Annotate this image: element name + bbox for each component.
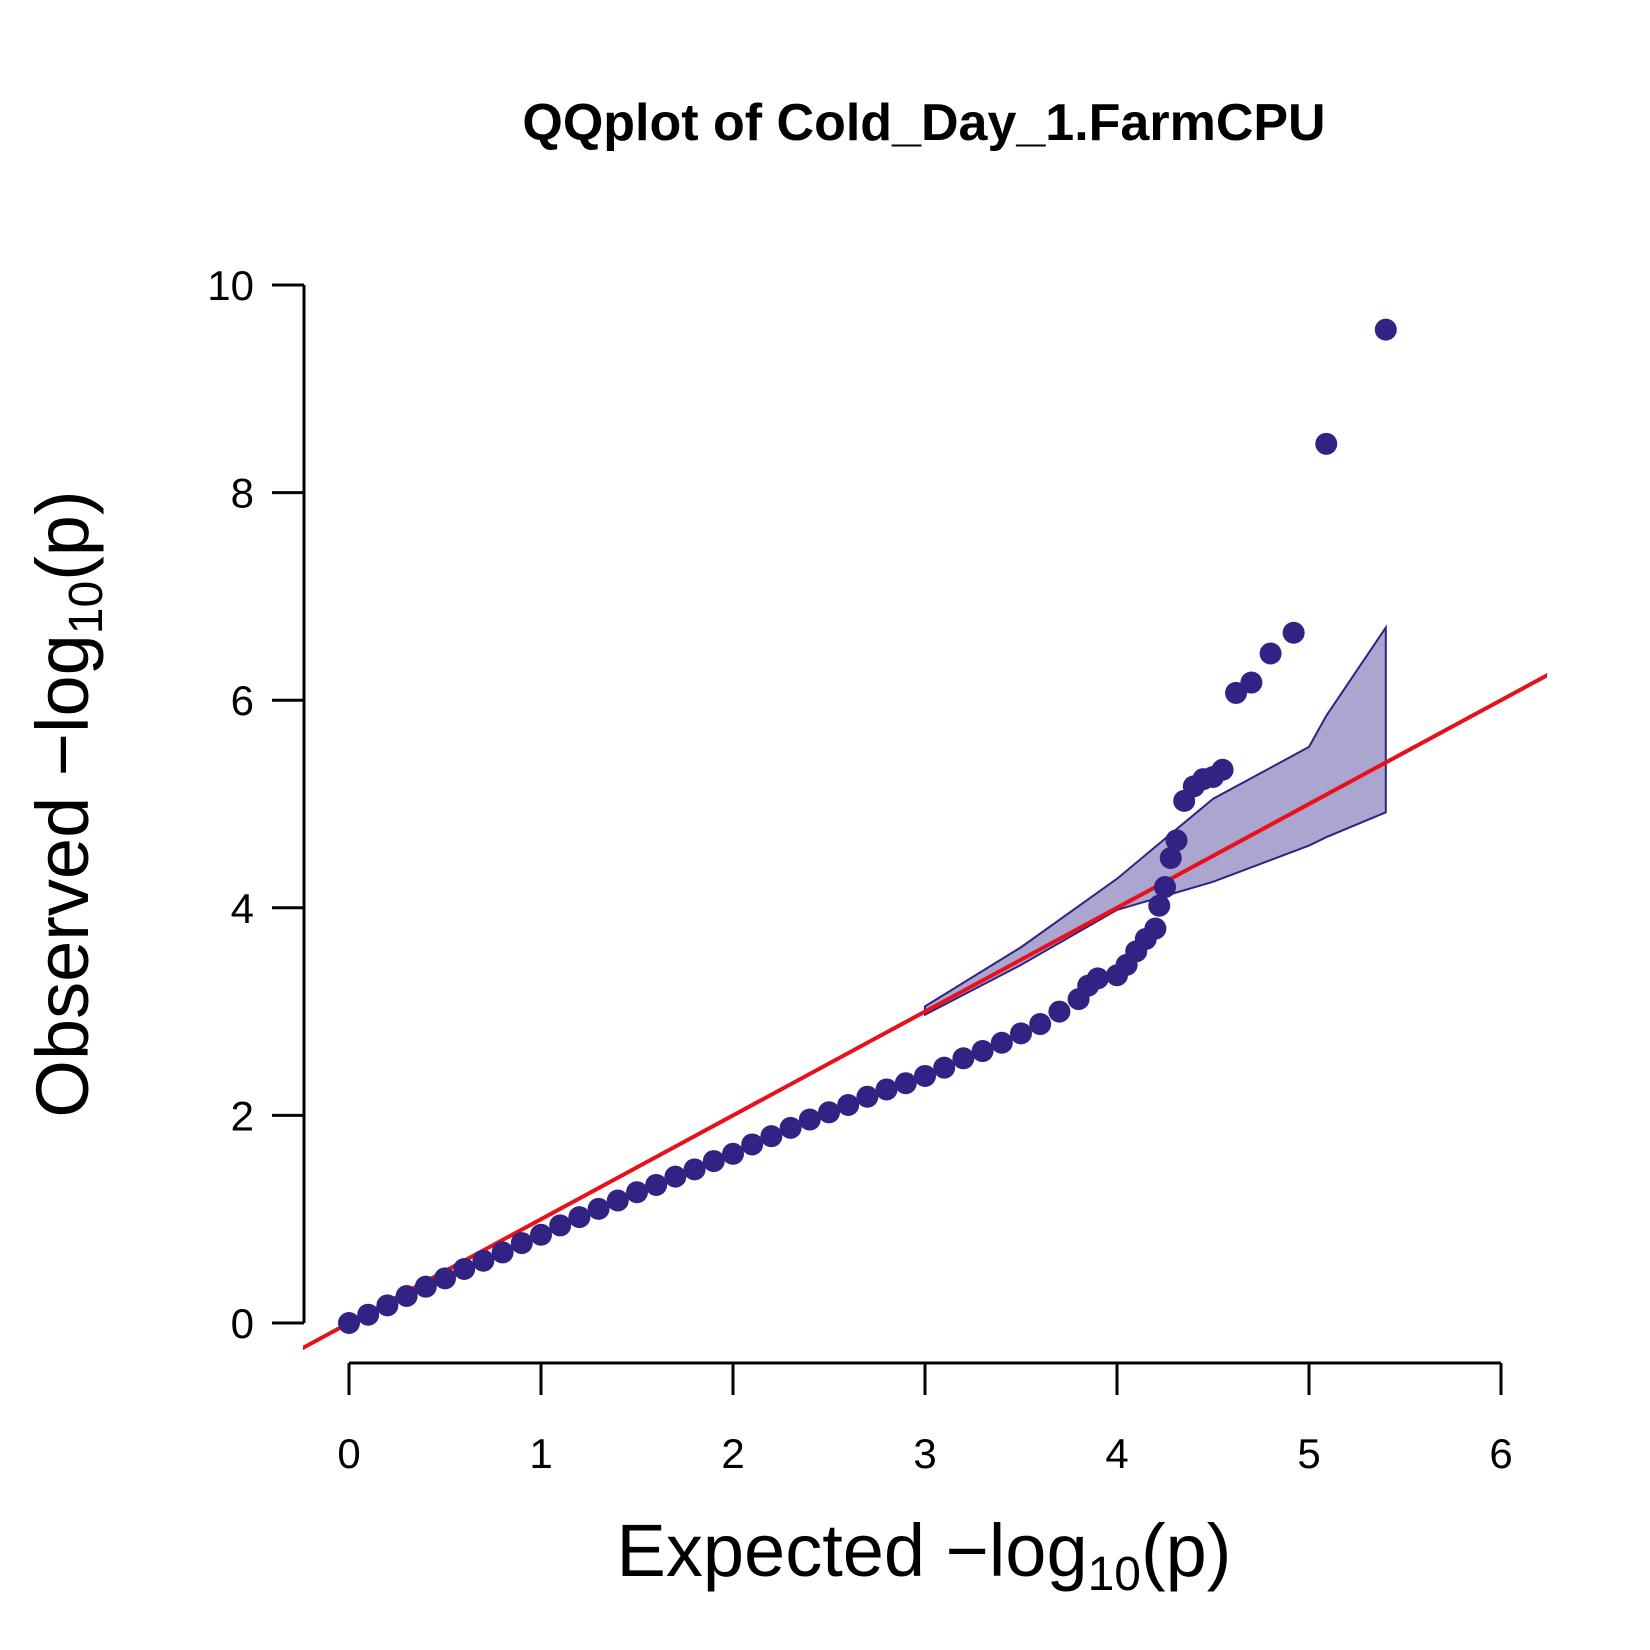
point <box>1211 758 1234 781</box>
point <box>1010 1022 1032 1045</box>
chart-title: QQplot of Cold_Day_1.FarmCPU <box>522 94 1325 152</box>
point <box>1282 621 1305 644</box>
y-label-prefix: Observed −log <box>21 634 104 1117</box>
x-label-prefix: Expected −log <box>617 1509 1088 1592</box>
point <box>357 1303 380 1326</box>
point <box>1144 917 1167 940</box>
point <box>414 1275 437 1298</box>
confidence-band <box>924 624 1387 1017</box>
point <box>933 1056 956 1079</box>
point <box>1159 846 1182 869</box>
point <box>472 1249 495 1272</box>
point <box>491 1241 514 1264</box>
point <box>664 1165 687 1188</box>
point <box>971 1040 994 1063</box>
point <box>395 1285 418 1308</box>
point <box>875 1078 898 1101</box>
point <box>914 1064 936 1087</box>
y-label-subscript: 10 <box>60 581 113 634</box>
point <box>837 1094 860 1117</box>
point <box>1240 671 1263 694</box>
y-tick-label: 10 <box>207 262 254 309</box>
x-tick-label: 4 <box>1105 1430 1128 1477</box>
point <box>376 1294 399 1317</box>
point <box>530 1223 552 1246</box>
point <box>549 1214 572 1237</box>
x-tick-label: 2 <box>721 1430 744 1477</box>
point <box>990 1031 1013 1054</box>
point <box>568 1206 591 1229</box>
point <box>894 1072 917 1095</box>
x-tick-label: 6 <box>1489 1430 1512 1477</box>
point <box>760 1125 783 1148</box>
point <box>818 1101 840 1124</box>
y-tick-label: 6 <box>231 677 254 724</box>
point <box>702 1150 725 1173</box>
reference-line <box>302 673 1548 1351</box>
point <box>1315 432 1338 455</box>
point <box>1148 894 1171 917</box>
point <box>1225 681 1248 704</box>
x-tick-label: 5 <box>1297 1430 1320 1477</box>
plot-area <box>302 318 1548 1351</box>
x-tick-label: 1 <box>529 1430 552 1477</box>
point <box>1259 642 1282 665</box>
point <box>798 1108 821 1131</box>
y-axis-label: Observed −log10(p) <box>21 490 113 1117</box>
point <box>510 1232 533 1255</box>
x-label-suffix: (p) <box>1141 1509 1231 1592</box>
y-tick-label: 8 <box>231 470 254 517</box>
point <box>779 1116 802 1139</box>
point <box>338 1312 360 1334</box>
point <box>1048 1000 1071 1023</box>
point <box>1165 829 1188 852</box>
x-axis-label: Expected −log10(p) <box>617 1509 1232 1601</box>
y-tick-label: 2 <box>231 1092 254 1139</box>
y-tick-label: 4 <box>231 885 254 932</box>
point <box>1154 876 1176 899</box>
point <box>1029 1013 1052 1036</box>
x-tick-label: 3 <box>913 1430 936 1477</box>
point <box>1374 318 1397 341</box>
point <box>952 1047 975 1070</box>
y-label-suffix: (p) <box>21 490 104 580</box>
point <box>856 1085 879 1108</box>
x-tick-label: 0 <box>337 1430 360 1477</box>
point <box>1086 967 1109 990</box>
y-tick-label: 0 <box>231 1300 254 1347</box>
point <box>587 1197 610 1220</box>
point <box>645 1173 668 1196</box>
point <box>683 1158 706 1181</box>
point <box>626 1181 648 1204</box>
point <box>741 1133 764 1156</box>
x-label-subscript: 10 <box>1088 1548 1141 1601</box>
point <box>453 1258 476 1281</box>
point <box>606 1189 629 1212</box>
point <box>722 1142 744 1165</box>
point <box>434 1267 456 1290</box>
